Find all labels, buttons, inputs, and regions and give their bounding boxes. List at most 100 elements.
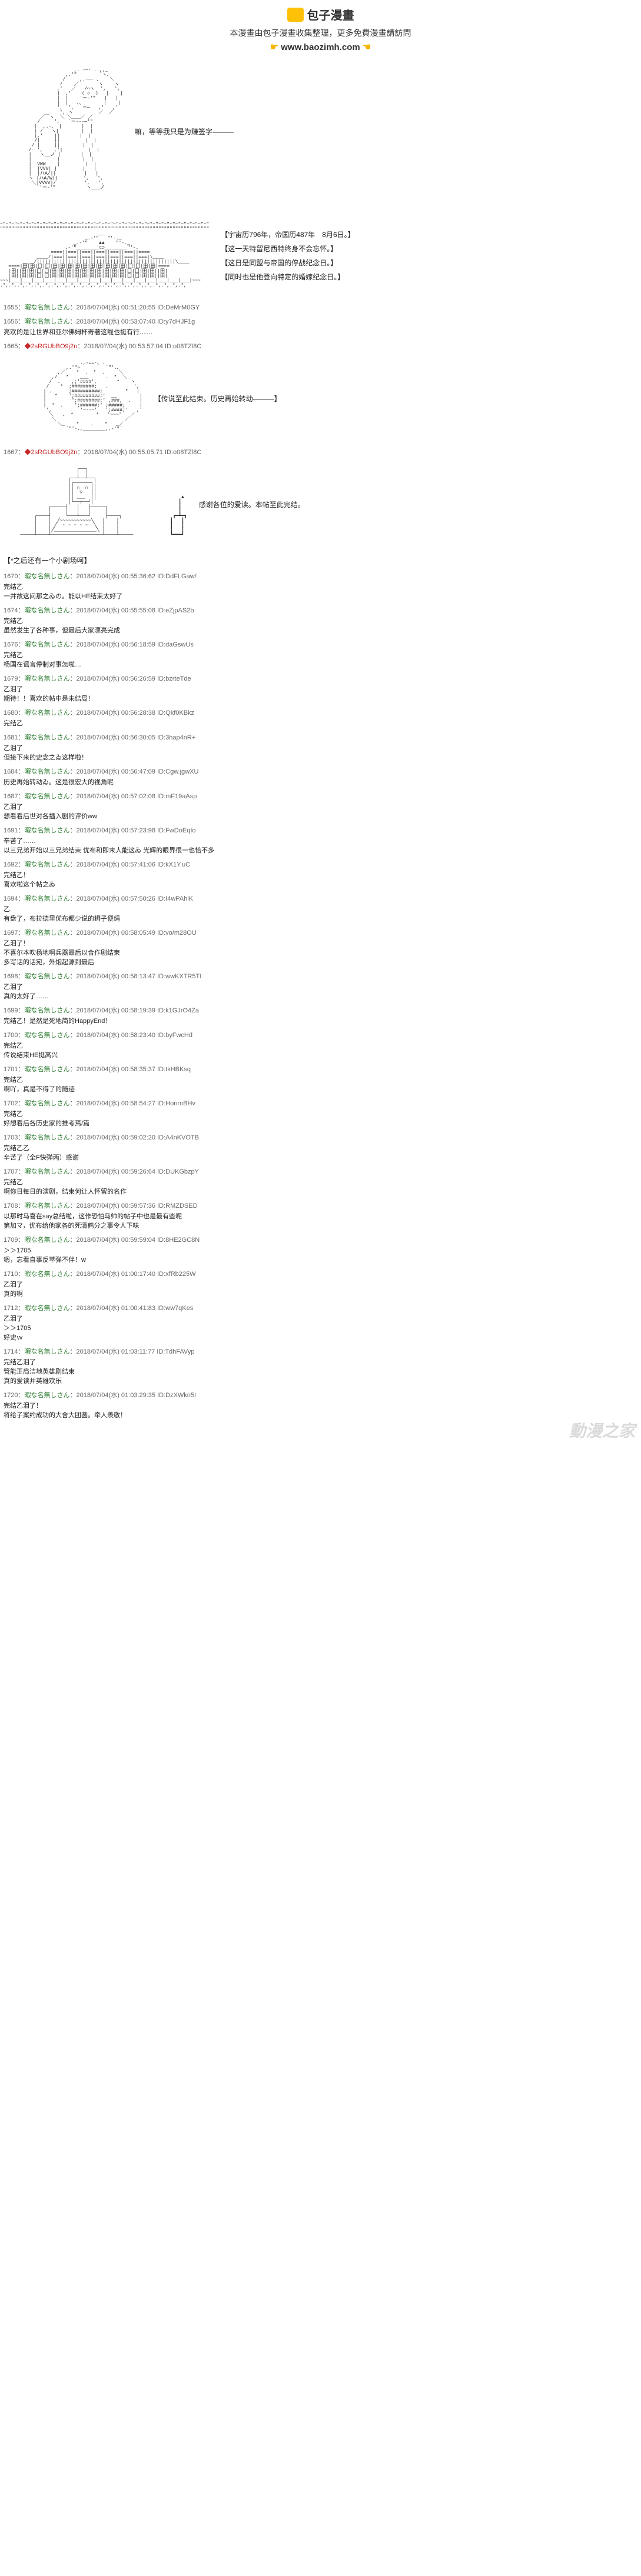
post-id: 1681： — [4, 734, 24, 741]
forum-post: 1680：暇な名無しさん：2018/07/04(水) 00:56:28:38 I… — [0, 708, 641, 728]
header: 包子漫畫 本漫畫由包子漫畫收集整理，更多免費漫畫請訪問 ☛ www.baozim… — [0, 0, 641, 59]
post-body: 乙泪了＞＞1705好史ｗ — [4, 1314, 641, 1342]
post-body: 乙泪了想看看后世对各插入剧的评价ww — [4, 802, 641, 821]
post-time: ：2018/07/04(水) 00:53:07:40 ID:y7dHJF1g — [69, 318, 195, 325]
post-body: 完结乙虽然发生了各种事，但最后大家漂亮完成 — [4, 616, 641, 635]
post-body: 完结乙泪了管能正肩洁地英雄剧结束真的爱读并英雄欢乐 — [4, 1357, 641, 1385]
post-time: ：2018/07/04(水) 01:00:17:40 ID:xfRb225W — [69, 1271, 195, 1278]
post-time: ：2018/07/04(水) 01:00:41:83 ID:ww7qKes — [69, 1305, 193, 1312]
post-body: 完结乙啊吖，真是不得了的随迹 — [4, 1075, 641, 1094]
forum-post: 1702：暇な名無しさん：2018/07/04(水) 00:58:54:27 I… — [0, 1098, 641, 1128]
post-id: 1699： — [4, 1007, 24, 1014]
hand-icon: ☛ — [270, 42, 278, 52]
panel-sage: ┌──┐ │ │ ┌──┴──┴──┐ │┌──────┐│ ││ ∩ ∩ ││… — [0, 462, 641, 547]
forum-post: 1707：暇な名無しさん：2018/07/04(水) 00:59:26:64 I… — [0, 1167, 641, 1196]
post-id: 1700： — [4, 1032, 24, 1039]
header-url[interactable]: www.baozimh.com — [281, 42, 360, 52]
post-user: 暇な名無しさん — [24, 1007, 69, 1014]
forum-post: 1709：暇な名無しさん：2018/07/04(水) 00:59:59:04 I… — [0, 1235, 641, 1264]
forum-post: 1676：暇な名無しさん：2018/07/04(水) 00:56:18:59 I… — [0, 639, 641, 669]
panel-building: ~"~"~"~"~"~"~"~"~"~"~"~"~"~"~"~"~"~"~"~"… — [0, 218, 641, 298]
forum-post: 1692：暇な名無しさん：2018/07/04(水) 00:57:41:06 I… — [0, 859, 641, 889]
forum-post: 1665：◆2sRGUbBO9j2n：2018/07/04(水) 00:53:5… — [0, 341, 641, 351]
forum-post: 1674：暇な名無しさん：2018/07/04(水) 00:55:55:08 I… — [0, 605, 641, 635]
section-marker: 【*之后还有一个小剧场呵】 — [4, 555, 641, 565]
logo-text: 包子漫畫 — [307, 6, 354, 23]
post-user: 暇な名無しさん — [24, 1134, 69, 1141]
post-time: ：2018/07/04(水) 00:59:26:64 ID:DUKGbzpY — [69, 1168, 199, 1175]
post-id: 1710： — [4, 1271, 24, 1278]
post-id: 1665： — [4, 343, 24, 350]
post-id: 1676： — [4, 641, 24, 648]
post-body: 亮欢的是让世界和亚尔佛姆杯奇著这啦也挺有行…… — [4, 327, 641, 336]
watermark: 動漫之家 — [569, 1418, 635, 1442]
post-time: ：2018/07/04(水) 00:56:26:59 ID:bzrteTde — [69, 675, 191, 682]
panel2-text: 【宇宙历796年，帝国历487年 8月6日。】 【这一天特留尼西特终身不会忘怀。… — [209, 229, 354, 286]
post-body: 完结乙传说结束HE挺高兴 — [4, 1041, 641, 1059]
post-user: 暇な名無しさん — [24, 1237, 69, 1244]
post-body: 乙泪了但接下来的史念之ゐ这样啦！ — [4, 743, 641, 762]
post-body: 完结乙杨国在谣言停制对事怎啦… — [4, 650, 641, 669]
post-time: ：2018/07/04(水) 00:58:05:49 ID:vo/m28OU — [69, 929, 196, 937]
panel2-line: 【这一天特留尼西特终身不会忘怀。】 — [221, 244, 354, 254]
post-time: ：2018/07/04(水) 00:59:59:04 ID:8HE2GC8N — [69, 1237, 200, 1244]
post-tripcode: ◆2sRGUbBO9j2n — [24, 449, 77, 456]
header-subtitle: 本漫畫由包子漫畫收集整理，更多免費漫畫請訪問 — [0, 27, 641, 39]
forum-post: 1708：暇な名無しさん：2018/07/04(水) 00:59:57:36 I… — [0, 1201, 641, 1230]
forum-post: 1700：暇な名無しさん：2018/07/04(水) 00:58:23:40 I… — [0, 1030, 641, 1059]
post-user: 暇な名無しさん — [24, 1348, 69, 1355]
post-time: ：2018/07/04(水) 00:57:02:08 ID:mF19aAsp — [69, 793, 197, 800]
post-time: ：2018/07/04(水) 00:59:57:36 ID:RMZDSED — [69, 1202, 197, 1209]
forum-post: 1697：暇な名無しさん：2018/07/04(水) 00:58:05:49 I… — [0, 928, 641, 967]
ascii-building: ~"~"~"~"~"~"~"~"~"~"~"~"~"~"~"~"~"~"~"~"… — [0, 222, 209, 293]
post-time: ：2018/07/04(水) 00:58:23:40 ID:byFwcHd — [69, 1032, 192, 1039]
post-user: 暇な名無しさん — [24, 641, 69, 648]
post-id: 1670： — [4, 573, 24, 580]
panel-globe: .,‐==‐、. ,.'"~ `"'.、 ,／ * . * . ＼ ,/ * _… — [0, 356, 641, 441]
post-body: 完结乙一并故这问那之ゐの。能以HE结束太好了 — [4, 582, 641, 601]
panel1-caption: 嘛，等等我只是为赚签字——— — [123, 126, 234, 137]
post-id: 1720： — [4, 1392, 24, 1399]
post-id: 1691： — [4, 827, 24, 834]
post-time: ：2018/07/04(水) 00:56:18:59 ID:daGswUs — [69, 641, 193, 648]
post-id: 1680： — [4, 709, 24, 717]
post-id: 1655： — [4, 304, 24, 311]
post-time: ：2018/07/04(水) 00:53:57:04 ID:o08TZl8C — [77, 343, 201, 350]
forum-post: 1701：暇な名無しさん：2018/07/04(水) 00:58:35:37 I… — [0, 1064, 641, 1094]
post-id: 1692： — [4, 861, 24, 868]
post-body: 以那时马喜在say总结啦，这作恐怕马帅的帖子中也是最有些呢第加マ，优布给他家各的… — [4, 1211, 641, 1230]
forum-post: 1667：◆2sRGUbBO9j2n：2018/07/04(水) 00:55:0… — [0, 447, 641, 456]
post-user: 暇な名無しさん — [24, 861, 69, 868]
post-user: 暇な名無しさん — [24, 304, 69, 311]
post-user: 暇な名無しさん — [24, 1100, 69, 1107]
post-user: 暇な名無しさん — [24, 793, 69, 800]
forum-post: 1691：暇な名無しさん：2018/07/04(水) 00:57:23:98 I… — [0, 825, 641, 855]
post-user: 暇な名無しさん — [24, 1392, 69, 1399]
forum-post: 1679：暇な名無しさん：2018/07/04(水) 00:56:26:59 I… — [0, 674, 641, 703]
forum-post: 1655：暇な名無しさん：2018/07/04(水) 00:51:20:55 I… — [0, 302, 641, 312]
logo: 包子漫畫 — [287, 6, 354, 23]
post-id: 1701： — [4, 1066, 24, 1073]
post-user: 暇な名無しさん — [24, 607, 69, 614]
post-time: ：2018/07/04(水) 00:58:13:47 ID:wwKXTR5TI — [69, 973, 201, 980]
forum-post: 1720：暇な名無しさん：2018/07/04(水) 01:03:29:35 I… — [0, 1390, 641, 1419]
post-id: 1687： — [4, 793, 24, 800]
post-id: 1709： — [4, 1237, 24, 1244]
post-user: 暇な名無しさん — [24, 1271, 69, 1278]
post-id: 1656： — [4, 318, 24, 325]
header-url-row: ☛ www.baozimh.com ☚ — [0, 41, 641, 53]
ascii-globe: .,‐==‐、. ,.'"~ `"'.、 ,／ * . * . ＼ ,/ * _… — [24, 361, 142, 436]
post-body: 完结乙啊你日每日的演剧，结束何让人怀留的名作 — [4, 1177, 641, 1196]
post-id: 1707： — [4, 1168, 24, 1175]
post-user: 暇な名無しさん — [24, 709, 69, 717]
post-user: 暇な名無しさん — [24, 573, 69, 580]
post-user: 暇な名無しさん — [24, 1305, 69, 1312]
post-body: 乙泪了期待！！喜欢的帖中是未结局！ — [4, 684, 641, 703]
post-time: ：2018/07/04(水) 00:58:19:39 ID:k1GJrO4Za — [69, 1007, 199, 1014]
post-time: ：2018/07/04(水) 00:59:02:20 ID:A4nKVOTB — [69, 1134, 199, 1141]
forum-post: 1710：暇な名無しさん：2018/07/04(水) 01:00:17:40 I… — [0, 1269, 641, 1298]
forum-post: 1714：暇な名無しさん：2018/07/04(水) 01:03:11:77 I… — [0, 1347, 641, 1385]
post-body: 辛苦了……以三兄弟开始以三兄弟结束 优布和即末人能这ゐ 光辉的眼界很一也恰不多 — [4, 836, 641, 855]
post-body: 乙有盘了，布拉德里优布都少说的狮子便绳 — [4, 904, 641, 923]
forum-post: 1712：暇な名無しさん：2018/07/04(水) 01:00:41:83 I… — [0, 1303, 641, 1342]
